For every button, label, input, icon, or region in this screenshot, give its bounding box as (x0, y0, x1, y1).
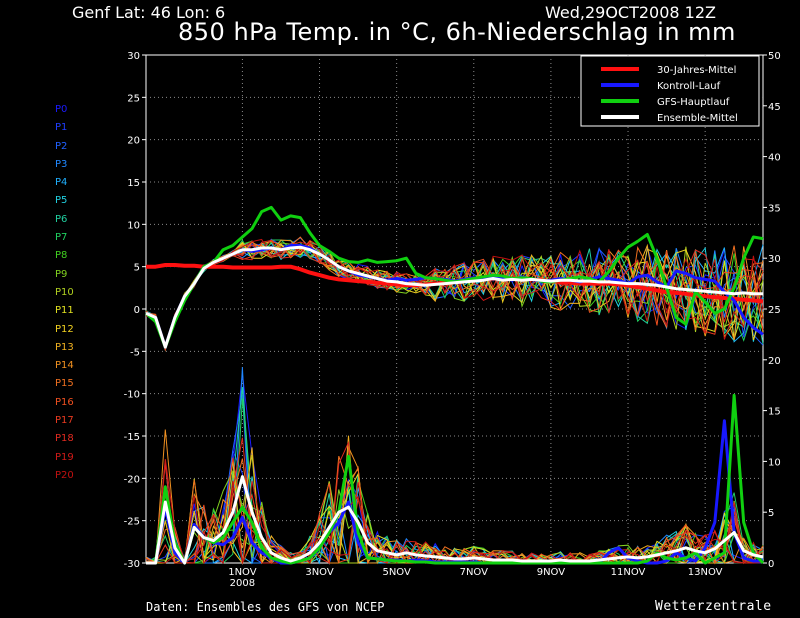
x-tick-label: 11NOV (611, 567, 646, 578)
ensemble-member-label: P4 (55, 177, 68, 189)
member-temp-line (145, 239, 764, 348)
y-left-tick-label: 20 (127, 136, 140, 147)
y-right-tick-label: 20 (768, 356, 781, 367)
y-left-tick-label: 25 (127, 93, 140, 104)
y-left-tick-label: -30 (124, 559, 140, 570)
y-left-tick-label: 10 (127, 220, 140, 231)
y-right-tick-label: 0 (768, 559, 774, 570)
x-tick-label: 7NOV (460, 567, 489, 578)
legend-label: 30-Jahres-Mittel (657, 65, 736, 76)
ensemble-member-label: P5 (55, 195, 68, 207)
y-left-tick-label: -20 (124, 474, 140, 485)
y-right-tick-label: 50 (768, 51, 781, 62)
data-source-label: Daten: Ensembles des GFS von NCEP (146, 600, 385, 614)
x-tick-year-label: 2008 (230, 578, 255, 589)
y-left-tick-label: 5 (134, 263, 140, 274)
run-date-label: Wed,29OCT2008 12Z (545, 3, 716, 22)
legend-label: Kontroll-Lauf (657, 81, 721, 92)
y-left-tick-label: 0 (134, 305, 140, 316)
y-left-tick-label: -15 (124, 432, 140, 443)
x-tick-label: 1NOV (228, 567, 257, 578)
location-label: Genf Lat: 46 Lon: 6 (72, 3, 226, 22)
ensemble-member-label: P13 (55, 341, 74, 353)
ensemble-member-label: P14 (55, 360, 74, 372)
x-tick-label: 5NOV (382, 567, 411, 578)
legend-label: Ensemble-Mittel (657, 113, 738, 124)
chart-title: 850 hPa Temp. in °C, 6h-Niederschlag in … (178, 18, 736, 46)
member-temp-line (145, 240, 764, 347)
ensemble-member-label: P15 (55, 378, 74, 390)
y-right-tick-label: 5 (768, 508, 774, 519)
brand-label: Wetterzentrale (655, 599, 772, 614)
ensemble-member-label: P3 (55, 158, 68, 170)
ensemble-member-label: P0 (55, 104, 68, 115)
ensemble-member-label: P7 (55, 232, 68, 244)
ensemble-member-label: P20 (55, 469, 74, 481)
precip-line-ensemble-mittel (146, 475, 764, 565)
ensemble-member-label: P17 (55, 415, 74, 427)
ensemble-member-label: P12 (55, 323, 74, 335)
ensemble-member-list: P0 P1 P2 P3 P4 P5 P6 P7 P8 P9 P10 P11 P12 P13 P14 P15 P1… (55, 101, 74, 485)
ensemble-member-label: P2 (55, 140, 68, 152)
x-tick-label: 3NOV (305, 567, 334, 578)
ensemble-member-label: P11 (55, 305, 74, 317)
ensemble-member-label: P8 (55, 250, 68, 262)
y-right-tick-label: 25 (768, 305, 781, 316)
y-left-tick-label: 30 (127, 51, 140, 62)
ensemble-member-label: P16 (55, 396, 74, 408)
ensemble-member-label: P19 (55, 451, 74, 463)
ensemble-member-label: P1 (55, 122, 68, 134)
y-right-tick-label: 10 (768, 457, 781, 468)
y-right-tick-label: 45 (768, 102, 781, 113)
member-precip-line (145, 459, 764, 565)
legend-label: GFS-Hauptlauf (657, 97, 730, 108)
y-right-tick-label: 30 (768, 254, 781, 265)
y-left-tick-label: 15 (127, 178, 140, 189)
y-left-tick-label: -10 (124, 390, 140, 401)
ensemble-member-label: P18 (55, 433, 74, 445)
temp-line-ensemble-mittel (145, 245, 763, 349)
ensemble-member-label: P6 (55, 213, 68, 225)
member-temp-line (145, 240, 764, 347)
ensemble-member-label: P9 (55, 268, 68, 280)
y-right-tick-label: 15 (768, 407, 781, 418)
x-tick-label: 9NOV (537, 567, 566, 578)
ensemble-member-label: P10 (55, 286, 74, 298)
y-right-tick-label: 40 (768, 153, 781, 164)
x-tick-label: 13NOV (688, 567, 723, 578)
y-right-tick-label: 35 (768, 203, 781, 214)
y-left-tick-label: -5 (130, 347, 140, 358)
y-left-tick-label: -25 (124, 517, 140, 528)
